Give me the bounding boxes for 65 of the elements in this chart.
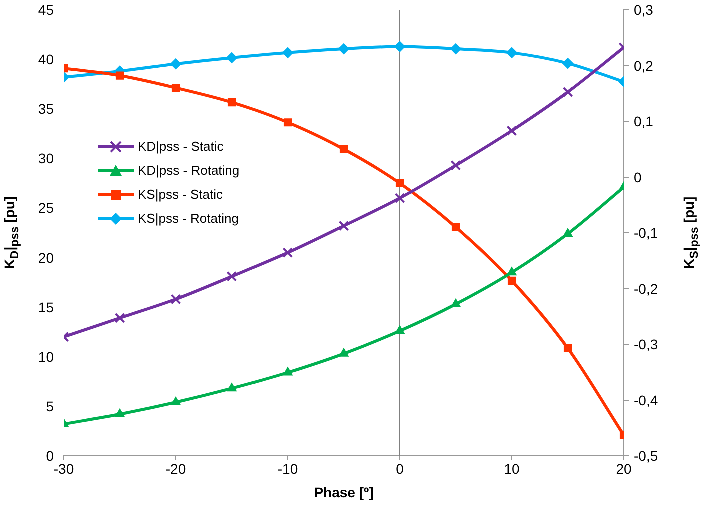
y-tick-label: 30 xyxy=(38,150,54,167)
y2-tick-label: 0 xyxy=(634,169,642,186)
point xyxy=(450,44,462,55)
y-tick-label: 5 xyxy=(46,398,54,414)
y2-tick-label: 0,1 xyxy=(634,114,654,130)
legend-label: KS|pss - Rotating xyxy=(138,211,239,226)
point xyxy=(396,179,404,188)
y-tick-label: 45 xyxy=(38,2,54,18)
legend-label: KS|pss - Static xyxy=(138,187,224,202)
point xyxy=(562,58,574,70)
x-tick-label: -10 xyxy=(278,461,298,477)
y-tick-label: 20 xyxy=(38,250,54,266)
legend-label: KD|pss - Static xyxy=(138,139,224,154)
point xyxy=(506,126,518,136)
point xyxy=(226,52,238,64)
y2-tick-label: -0,3 xyxy=(634,336,658,352)
x-tick-label: 0 xyxy=(396,461,404,477)
point xyxy=(508,276,516,285)
point xyxy=(170,58,182,70)
point xyxy=(338,44,350,55)
point xyxy=(506,47,518,58)
y2-tick-label: -0,4 xyxy=(634,392,658,408)
point xyxy=(171,396,181,406)
point xyxy=(394,193,406,204)
x-tick-label: 20 xyxy=(616,461,632,477)
point xyxy=(116,72,124,80)
x-tick-label: -30 xyxy=(54,461,74,477)
legend-label: KD|pss - Rotating xyxy=(138,163,240,178)
y-tick-label: 40 xyxy=(38,52,54,68)
y-tick-label: 0 xyxy=(46,448,54,464)
y2-tick-label: -0,1 xyxy=(634,225,658,241)
y-tick-label: 10 xyxy=(38,348,54,365)
point xyxy=(394,41,406,52)
y-tick-label: 25 xyxy=(38,200,54,216)
x-axis-title: Phase [º] xyxy=(314,484,374,500)
y-tick-label: 35 xyxy=(38,101,54,118)
point xyxy=(282,47,294,58)
point xyxy=(563,228,573,237)
point xyxy=(283,367,293,376)
y2-tick-label: -0,5 xyxy=(634,448,658,464)
point xyxy=(507,267,517,276)
point xyxy=(339,348,349,357)
y2-tick-label: -0,2 xyxy=(634,280,658,297)
point xyxy=(228,98,236,107)
x-tick-label: -20 xyxy=(166,461,186,477)
y2-tick-label: 0,3 xyxy=(634,2,654,18)
point xyxy=(450,160,462,171)
point xyxy=(226,271,238,282)
point xyxy=(452,223,460,232)
point xyxy=(564,344,572,352)
point xyxy=(172,84,180,92)
point xyxy=(338,220,350,232)
point xyxy=(227,383,237,392)
point xyxy=(282,248,294,258)
point xyxy=(340,145,348,154)
x-tick-label: 10 xyxy=(504,461,520,477)
point xyxy=(395,326,405,334)
point xyxy=(115,408,125,418)
point xyxy=(562,87,574,98)
point xyxy=(114,312,126,324)
point xyxy=(284,118,292,127)
point xyxy=(170,294,182,305)
y-tick-label: 15 xyxy=(38,299,54,316)
y2-tick-label: 0,2 xyxy=(634,58,654,74)
point xyxy=(451,298,461,308)
